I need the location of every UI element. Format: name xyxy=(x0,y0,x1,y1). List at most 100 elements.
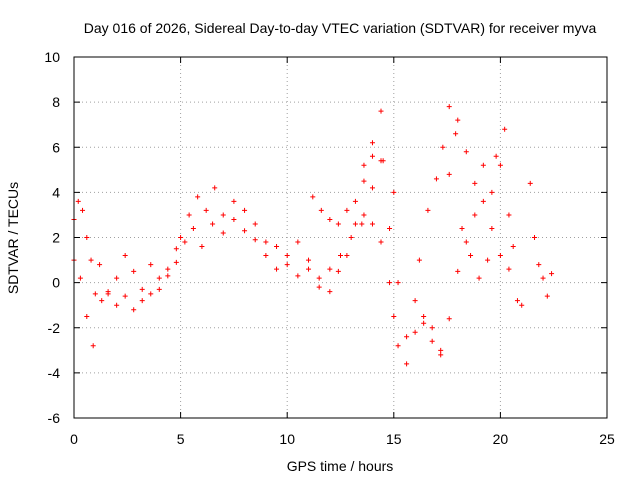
data-point xyxy=(80,207,86,213)
data-point xyxy=(480,198,486,204)
x-tick-label: 10 xyxy=(279,431,295,447)
data-point xyxy=(310,194,316,200)
y-tick-label: 0 xyxy=(52,275,60,291)
data-point xyxy=(489,189,495,195)
data-point xyxy=(306,266,312,272)
data-point xyxy=(252,221,258,227)
data-point xyxy=(220,230,226,236)
data-point xyxy=(97,262,103,268)
series-track-d xyxy=(361,117,512,358)
data-point xyxy=(378,239,384,245)
data-point xyxy=(327,289,333,295)
data-point xyxy=(203,207,209,213)
data-point xyxy=(352,198,358,204)
data-point xyxy=(344,207,350,213)
grid xyxy=(74,57,607,418)
data-point xyxy=(316,284,322,290)
data-point xyxy=(242,207,248,213)
data-point xyxy=(468,253,474,259)
data-point xyxy=(472,180,478,186)
data-point xyxy=(429,325,435,331)
data-point xyxy=(295,239,301,245)
data-point xyxy=(131,268,137,274)
data-point xyxy=(369,153,375,159)
data-point xyxy=(335,221,341,227)
data-point xyxy=(99,298,105,304)
data-point xyxy=(361,162,367,168)
data-point xyxy=(502,126,508,132)
data-point xyxy=(480,162,486,168)
data-point xyxy=(77,275,83,281)
data-point xyxy=(105,289,111,295)
data-point xyxy=(156,286,162,292)
data-point xyxy=(359,221,365,227)
data-point xyxy=(231,198,237,204)
data-point xyxy=(220,212,226,218)
data-point xyxy=(186,212,192,218)
series-track-c xyxy=(310,194,520,367)
data-point xyxy=(446,171,452,177)
data-point xyxy=(459,225,465,231)
x-tick-label: 0 xyxy=(70,431,78,447)
data-point xyxy=(395,343,401,349)
data-point xyxy=(173,246,179,252)
data-point xyxy=(391,189,397,195)
data-point xyxy=(114,302,120,308)
data-point xyxy=(472,212,478,218)
data-point xyxy=(514,298,520,304)
data-point xyxy=(369,185,375,191)
data-point xyxy=(519,302,525,308)
data-point xyxy=(139,286,145,292)
data-point xyxy=(210,221,216,227)
data-point xyxy=(274,244,280,250)
data-point xyxy=(263,253,269,259)
data-point xyxy=(433,176,439,182)
x-axis-label: GPS time / hours xyxy=(287,458,394,474)
data-point xyxy=(90,343,96,349)
data-point xyxy=(416,257,422,263)
data-point xyxy=(199,244,205,250)
y-tick-label: 2 xyxy=(52,230,60,246)
data-point xyxy=(510,244,516,250)
data-point xyxy=(506,212,512,218)
data-point xyxy=(122,253,128,259)
data-point xyxy=(455,117,461,123)
x-tick-label: 5 xyxy=(177,431,185,447)
data-point xyxy=(284,253,290,259)
data-point xyxy=(195,194,201,200)
data-point xyxy=(395,280,401,286)
data-point xyxy=(378,108,384,114)
y-tick-label: 10 xyxy=(44,49,60,65)
data-point xyxy=(139,298,145,304)
series-track-e xyxy=(416,104,555,308)
data-point xyxy=(114,275,120,281)
data-point xyxy=(421,320,427,326)
data-point xyxy=(404,361,410,367)
data-point xyxy=(540,275,546,281)
y-tick-label: -2 xyxy=(48,320,61,336)
data-point xyxy=(92,291,98,297)
data-point xyxy=(352,221,358,227)
data-point xyxy=(252,237,258,243)
data-point xyxy=(122,293,128,299)
data-point xyxy=(497,253,503,259)
data-point xyxy=(438,347,444,353)
data-point xyxy=(532,235,538,240)
data-point xyxy=(446,316,452,322)
data-point xyxy=(485,257,491,263)
data-point xyxy=(387,280,393,286)
data-point xyxy=(156,275,162,281)
data-point xyxy=(369,140,375,146)
x-tick-label: 15 xyxy=(386,431,402,447)
data-point xyxy=(476,275,482,281)
data-point xyxy=(493,153,499,159)
data-point xyxy=(378,158,384,164)
y-axis-label: SDTVAR / TECUs xyxy=(5,182,21,294)
data-point xyxy=(463,239,469,245)
axis-ticks: 0 5 10 15 20 25 -6 -4 -2 0 2 4 6 8 10 xyxy=(44,49,615,447)
series-track-b xyxy=(71,158,397,349)
data-point xyxy=(549,271,555,277)
data-point xyxy=(544,293,550,299)
data-point xyxy=(306,257,312,263)
